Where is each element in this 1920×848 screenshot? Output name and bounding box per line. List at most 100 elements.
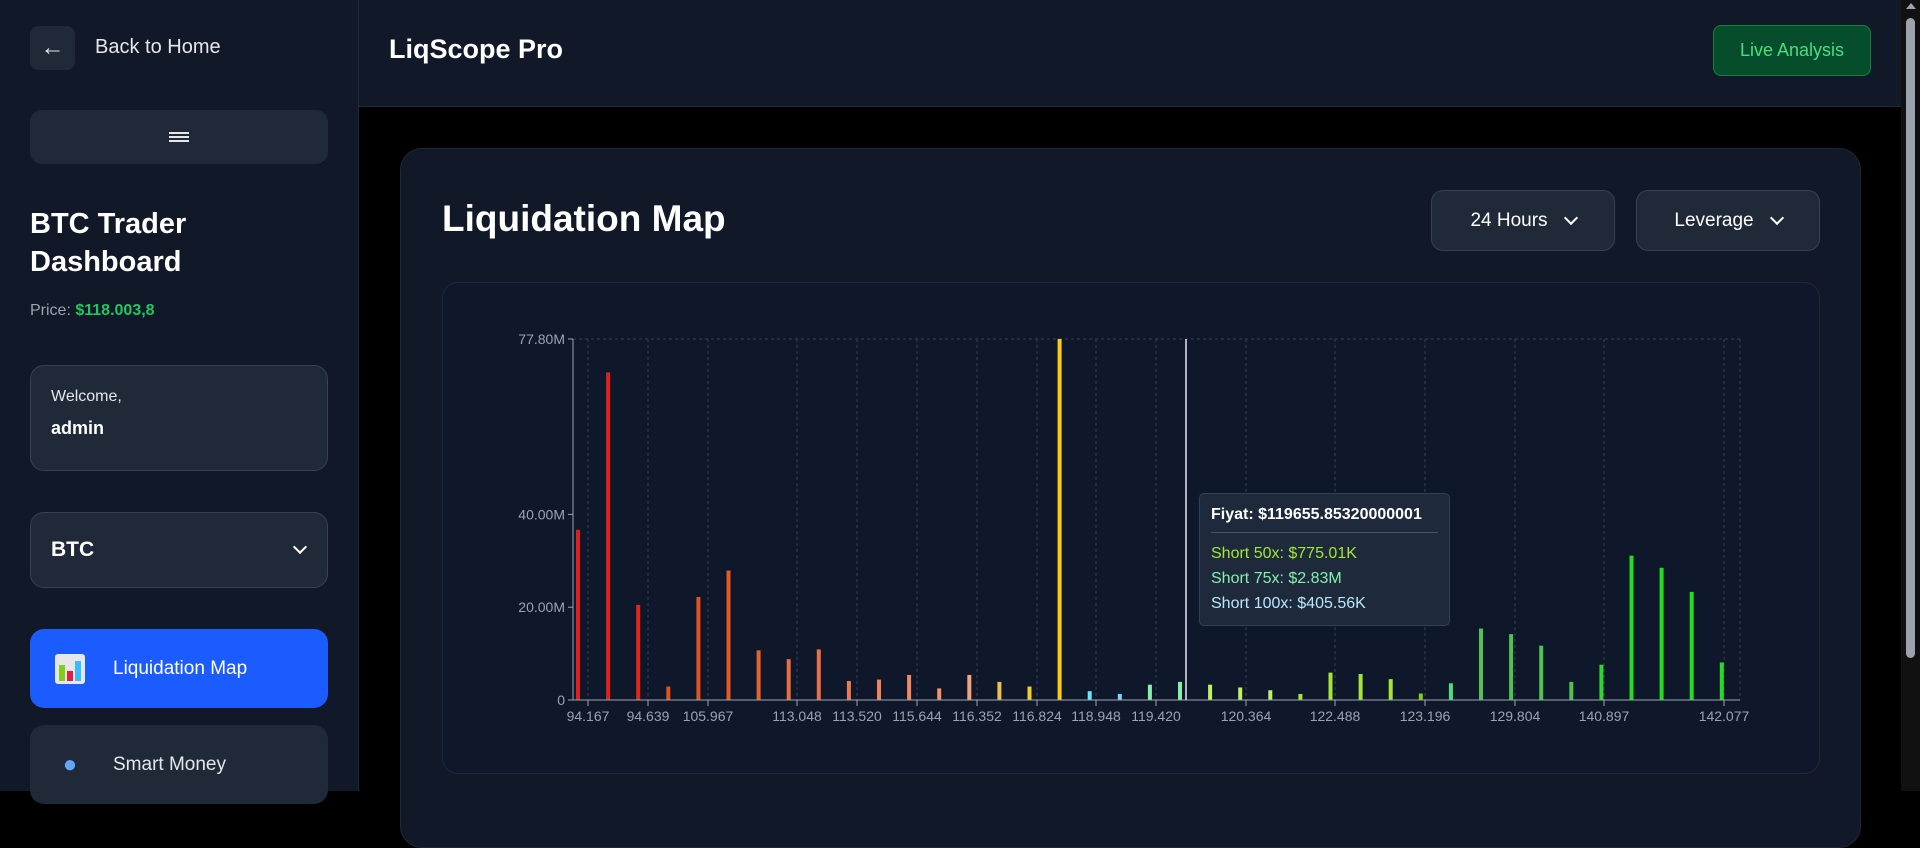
sidebar: ← Back to Home BTC Trader Dashboard Pric… [0, 0, 359, 804]
sidebar-item-smart-money[interactable]: ● Smart Money [30, 725, 328, 804]
scrollbar-thumb[interactable] [1906, 18, 1915, 658]
x-tick-label: 94.639 [627, 708, 670, 724]
y-tick-label: 0 [557, 692, 565, 708]
liquidation-bar [1117, 693, 1122, 700]
liquidation-bar [576, 529, 580, 700]
x-tick-label: 122.488 [1310, 708, 1361, 724]
y-tick-label: 20.00M [518, 599, 565, 615]
chevron-down-icon [292, 539, 308, 555]
x-tick-label: 113.520 [832, 708, 882, 724]
tooltip-line-short-75x: Short 75x: $2.83M [1211, 570, 1342, 587]
chart-panel: 0 20.00M 40.00M 77.80M 94.167 94.639 105.967 11… [442, 282, 1820, 774]
top-header: LiqScope Pro Live Analysis [359, 0, 1901, 107]
tooltip-line-short-100x: Short 100x: $405.56K [1211, 595, 1366, 612]
x-tick-label: 120.364 [1221, 708, 1272, 724]
liquidation-bar [997, 681, 1002, 700]
liquidation-bar [967, 674, 972, 700]
x-tick-label: 94.167 [567, 708, 610, 724]
card-title: Liquidation Map [442, 198, 726, 239]
liquidation-bar [1027, 686, 1032, 700]
liquidation-bar [1629, 555, 1634, 700]
scroll-up-icon[interactable] [1906, 3, 1916, 9]
liquidation-bar [1509, 634, 1514, 700]
liquidation-bar [1659, 567, 1664, 700]
nav-label: Liquidation Map [113, 657, 248, 679]
timeframe-dropdown[interactable]: 24 Hours [1431, 190, 1615, 251]
tooltip-title: Fiyat: $119655.85320000001 [1211, 506, 1438, 533]
liquidation-bar [786, 659, 791, 700]
liquidation-bar [816, 649, 821, 700]
whale-icon: ● [62, 750, 78, 778]
chevron-down-icon [1563, 210, 1578, 225]
leverage-value: Leverage [1674, 209, 1754, 231]
liquidation-bar [1268, 690, 1273, 700]
tooltip-line-short-50x: Short 50x: $775.01K [1211, 545, 1357, 562]
liquidation-bar [1358, 674, 1363, 700]
x-tick-label: 118.948 [1071, 708, 1121, 724]
liquidation-bar [1539, 645, 1544, 700]
price-label: Price: [30, 302, 71, 319]
bar-chart-icon [55, 653, 85, 684]
liquidation-bar [756, 650, 761, 700]
liquidation-bar [1448, 683, 1453, 700]
x-tick-label: 116.352 [952, 708, 1002, 724]
coin-selected-value: BTC [51, 538, 95, 561]
chevron-down-icon [1769, 210, 1784, 225]
welcome-label: Welcome, [51, 388, 122, 405]
app-title: LiqScope Pro [389, 34, 564, 64]
x-tick-label: 129.804 [1490, 708, 1541, 724]
liquidation-bar [937, 688, 942, 700]
liquidation-bar-chart[interactable]: 0 20.00M 40.00M 77.80M 94.167 94.639 105.967 11… [443, 283, 1821, 775]
price-display: Price: $118.003,8 [30, 302, 155, 320]
chart-tooltip: Fiyat: $119655.85320000001 Short 50x: $7… [1199, 493, 1450, 626]
liquidation-bar [1569, 681, 1574, 700]
leverage-dropdown[interactable]: Leverage [1636, 190, 1820, 251]
sidebar-item-liquidation-map[interactable]: Liquidation Map [30, 629, 328, 708]
liquidation-bar [636, 604, 641, 700]
arrow-left-icon: ← [40, 34, 65, 61]
liquidation-bar [1388, 679, 1393, 700]
nav-label: Smart Money [113, 753, 226, 775]
x-tick-label: 113.048 [772, 708, 822, 724]
live-analysis-button[interactable]: Live Analysis [1713, 25, 1871, 76]
coin-select[interactable]: BTC [30, 512, 328, 588]
liquidation-bar [666, 686, 671, 700]
x-tick-label: 123.196 [1400, 708, 1451, 724]
liquidation-bar [1418, 693, 1423, 700]
scrollbar[interactable] [1901, 0, 1920, 791]
x-tick-label: 142.077 [1699, 708, 1750, 724]
liquidation-bar [1178, 681, 1182, 700]
liquidation-bar [696, 596, 701, 700]
back-to-home-link[interactable]: Back to Home [95, 36, 221, 58]
y-tick-label: 40.00M [518, 506, 565, 522]
liquidation-bar [1238, 687, 1243, 700]
liquidation-bar [1479, 628, 1483, 700]
menu-toggle-button[interactable] [30, 110, 328, 164]
x-tick-label: 116.824 [1012, 708, 1062, 724]
liquidation-bar [846, 680, 851, 700]
y-tick-label: 77.80M [518, 331, 565, 347]
back-button[interactable]: ← [30, 26, 75, 70]
liquidation-bar [1328, 672, 1333, 700]
x-tick-label: 115.644 [892, 708, 942, 724]
liquidation-bar [1599, 664, 1604, 700]
x-tick-label: 140.897 [1579, 708, 1630, 724]
liquidation-bar [726, 570, 731, 700]
liquidation-bar [1087, 691, 1092, 700]
liquidation-bar [1298, 693, 1303, 700]
dashboard-title: BTC Trader Dashboard [30, 208, 187, 278]
liquidation-bar [1689, 591, 1694, 700]
liquidation-bar [606, 372, 611, 700]
welcome-box: Welcome, admin [30, 365, 328, 471]
x-tick-label: 119.420 [1131, 708, 1181, 724]
hamburger-icon [169, 130, 189, 144]
liquidation-bar [1057, 339, 1062, 700]
price-value: $118.003,8 [75, 302, 155, 319]
liquidation-bar [1208, 684, 1213, 700]
liquidation-bar [877, 679, 881, 700]
x-tick-label: 105.967 [683, 708, 734, 724]
liquidation-bar [1147, 684, 1152, 700]
liquidation-bar [907, 674, 912, 700]
liquidation-bar [1719, 662, 1724, 700]
timeframe-value: 24 Hours [1470, 209, 1548, 231]
